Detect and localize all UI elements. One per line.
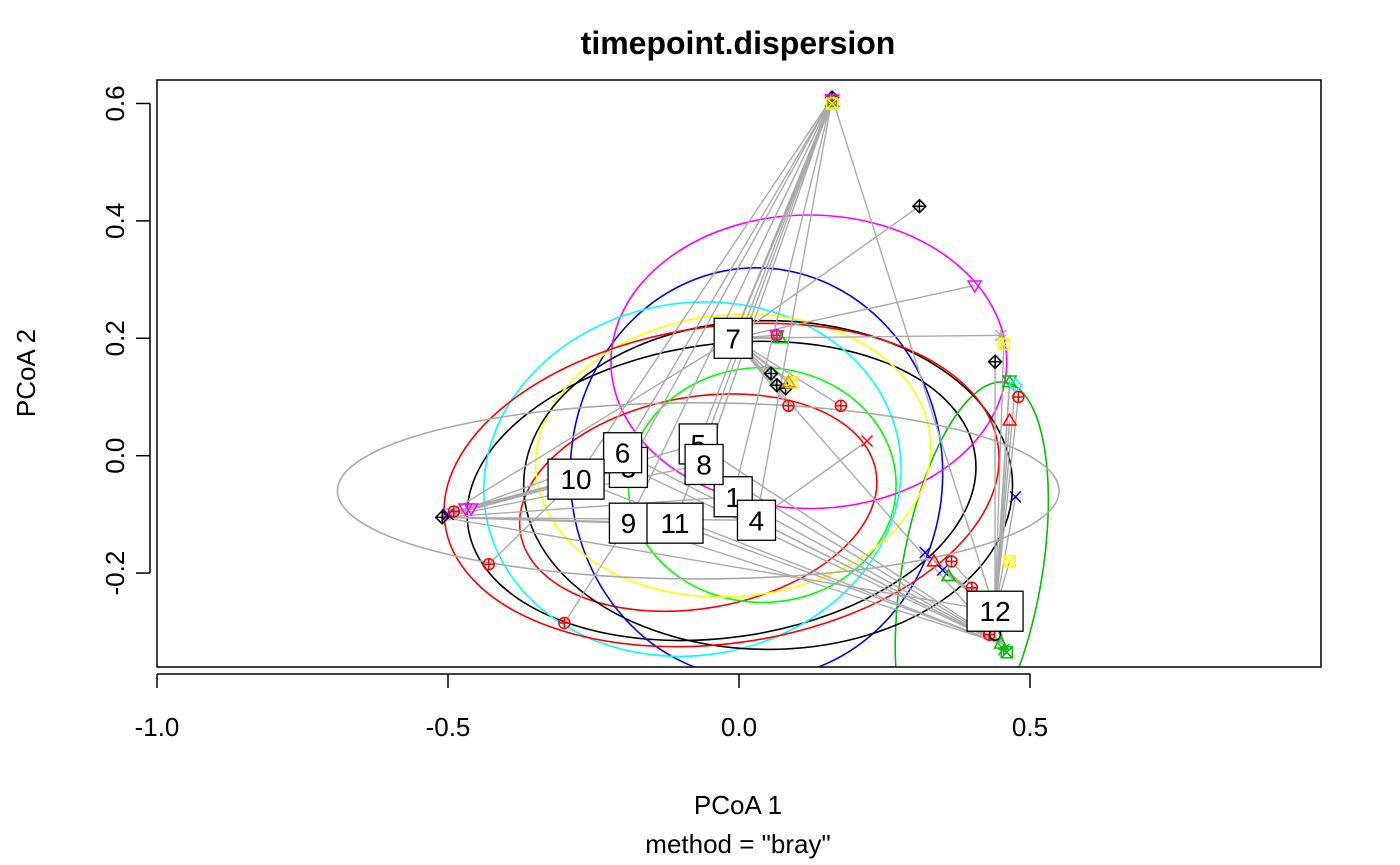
data-point (919, 546, 932, 559)
data-point (1001, 412, 1018, 426)
data-point (463, 503, 480, 517)
svg-text:8: 8 (696, 449, 712, 480)
data-point (926, 553, 942, 567)
x-axis-label: PCoA 1 (694, 790, 782, 820)
chart-title: timepoint.dispersion (581, 25, 896, 61)
svg-text:7: 7 (725, 323, 741, 354)
data-point (769, 330, 785, 344)
data-point (782, 399, 795, 413)
data-point (1012, 390, 1025, 404)
spider-line (732, 337, 1002, 644)
spider-line (674, 522, 1002, 645)
spider-line (994, 396, 1020, 612)
spider-line (732, 205, 920, 339)
x-axis: -1.0 -0.5 0.0 0.5 (135, 673, 1048, 742)
ellipse-group-7 (610, 214, 1008, 510)
spider-line (755, 97, 833, 521)
y-tick-label: 0.4 (100, 203, 130, 239)
spider-line (628, 466, 1002, 645)
data-point (834, 399, 848, 413)
centroid-label-6: 6 (602, 432, 643, 474)
data-point (940, 568, 957, 582)
spider-line (621, 97, 833, 454)
centroid-label-9: 9 (608, 502, 649, 544)
y-tick-label: 0.0 (100, 438, 130, 474)
svg-text:4: 4 (749, 505, 765, 536)
spider-line (442, 516, 757, 521)
spider-line (441, 337, 734, 518)
data-point (763, 365, 779, 382)
spider-line (994, 344, 1005, 612)
data-point (558, 616, 571, 630)
y-tick-label: 0.2 (100, 320, 130, 356)
x-tick-label: -0.5 (426, 712, 471, 742)
x-tick-label: -1.0 (135, 712, 180, 742)
spider-line (733, 284, 975, 339)
svg-text:10: 10 (560, 464, 591, 495)
y-axis: -0.2 0.0 0.2 0.4 0.6 (100, 85, 151, 596)
ellipse-group-1 (466, 340, 977, 642)
spider-line (442, 496, 734, 519)
spider-line (627, 97, 833, 468)
centroid-label-layer: 13456789101112 (547, 317, 1024, 632)
ellipse-group-12 (336, 402, 1060, 580)
y-axis-label: PCoA 2 (11, 329, 41, 417)
data-point (966, 280, 983, 294)
data-point (482, 558, 495, 571)
svg-text:9: 9 (621, 508, 637, 539)
x-tick-label: 0.5 (1012, 712, 1048, 742)
x-tick-label: 0.0 (721, 712, 757, 742)
spider-line (703, 97, 833, 465)
ellipse-group-9 (534, 313, 932, 598)
centroid-label-7: 7 (713, 317, 753, 359)
centroid-label-11: 11 (646, 502, 704, 544)
spider-line (732, 496, 1002, 645)
spider-line (442, 516, 996, 612)
spider-line (575, 97, 833, 480)
centroid-label-12: 12 (966, 590, 1024, 632)
data-point (825, 97, 839, 110)
svg-text:11: 11 (660, 508, 689, 539)
data-point (1009, 490, 1022, 503)
data-point (987, 354, 1003, 370)
data-point (997, 337, 1011, 351)
svg-text:6: 6 (615, 438, 631, 469)
data-point (861, 434, 874, 448)
data-point (780, 374, 797, 388)
data-point (447, 505, 461, 518)
plot-frame (156, 79, 1322, 668)
centroid-label-4: 4 (736, 499, 777, 541)
spider-line (831, 97, 996, 612)
spider-line (732, 97, 833, 497)
centroid-label-10: 10 (547, 458, 605, 500)
y-tick-label: 0.6 (100, 85, 130, 121)
spider-line (703, 463, 1002, 645)
spider-line (732, 97, 833, 339)
data-point (1000, 646, 1013, 659)
centroid-label-8: 8 (684, 443, 724, 486)
data-point (771, 330, 788, 344)
point-layer (434, 90, 1025, 659)
ellipse-group-11 (443, 322, 1000, 648)
data-point (945, 555, 958, 568)
spider-line (627, 97, 833, 524)
spider-line (697, 97, 833, 445)
ellipse-layer (336, 214, 1060, 667)
data-point (911, 198, 927, 214)
ellipse-group-10 (522, 319, 1014, 651)
data-point (1003, 555, 1016, 568)
ellipse-group-8 (483, 301, 902, 658)
svg-text:12: 12 (980, 596, 1011, 627)
y-tick-label: -0.2 (100, 551, 130, 596)
chart-subtitle: method = "bray" (645, 829, 830, 859)
spider-line (994, 420, 1011, 612)
